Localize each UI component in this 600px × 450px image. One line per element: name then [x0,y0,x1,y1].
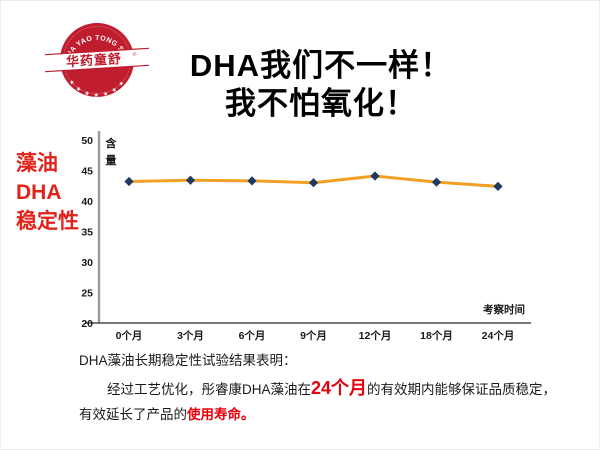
data-point-marker [308,178,319,188]
y-tick-label: 30 [81,257,93,269]
y-tick-label: 35 [81,226,93,238]
y-tick-label: 20 [81,318,93,330]
x-tick-label: 9个月 [300,329,327,342]
x-tick-label: 3个月 [177,329,204,342]
caption-line-3: 有效延长了产品的使用寿命。 [79,406,565,424]
data-point-marker [431,177,442,187]
data-point-marker [247,176,257,186]
caption-line-3-suffix: 。 [241,407,255,422]
title-line-1: DHA我们不一样！ [189,48,453,83]
title-line-2: 我不怕氧化！ [225,86,417,121]
data-point-marker [370,171,380,181]
data-point-marker [493,181,503,191]
x-tick-label: 12个月 [359,329,392,342]
x-tick-label: 24个月 [482,329,515,342]
registered-trademark-icon: ® [133,51,137,58]
sidebar-label-line-1: 藻油 [16,152,58,175]
caption-line-1: DHA藻油长期稳定性试验结果表明： [79,353,297,368]
caption-line-2-suffix: 的有效期内能够保证品质稳定， [367,382,557,397]
caption-line-2: 经过工艺优化，彤睿康DHA藻油在24个月的有效期内能够保证品质稳定， [79,379,565,399]
page-title: DHA我们不一样！ 我不怕氧化！ [149,47,493,123]
seal-band: 华药童舒 ® [45,47,149,73]
sidebar-label-line-2: DHA [16,181,62,204]
y-tick-label: 25 [81,287,93,299]
x-axis-title: 考察时间 [483,303,525,316]
caption: DHA藻油长期稳定性试验结果表明： 经过工艺优化，彤睿康DHA藻油在24个月的有… [79,352,565,424]
caption-line-2-prefix: 经过工艺优化，彤睿康DHA藻油在 [107,382,312,397]
caption-highlight-lifespan: 使用寿命 [187,407,241,422]
y-tick-label: 40 [81,196,93,208]
x-tick-label: 6个月 [239,329,266,342]
caption-line-3-prefix: 有效延长了产品的 [79,407,187,422]
x-tick-label: 0个月 [116,329,143,342]
chart-container: 50 45 40 35 30 25 20 含量考察时间 0个月 3个月 6个月 9个月 12个月 18个月… [73,123,543,351]
y-tick-label: 50 [81,135,93,147]
y-tick-label: 45 [81,165,93,177]
data-point-marker [185,175,196,185]
y-axis-title: 含量 [105,136,118,167]
brand-seal-logo: HUA YAO TONG SHU ★ ★ ★ ★ ★ ★ ★ 华药童舒 ® [45,23,149,99]
sidebar-label: 藻油 DHA 稳定性 [16,149,79,236]
caption-highlight-24months: 24个月 [311,378,368,398]
data-point-marker [124,176,134,187]
seal-band-text: 华药童舒 [66,51,123,69]
x-tick-label: 18个月 [420,329,453,342]
sidebar-label-line-3: 稳定性 [16,210,79,233]
